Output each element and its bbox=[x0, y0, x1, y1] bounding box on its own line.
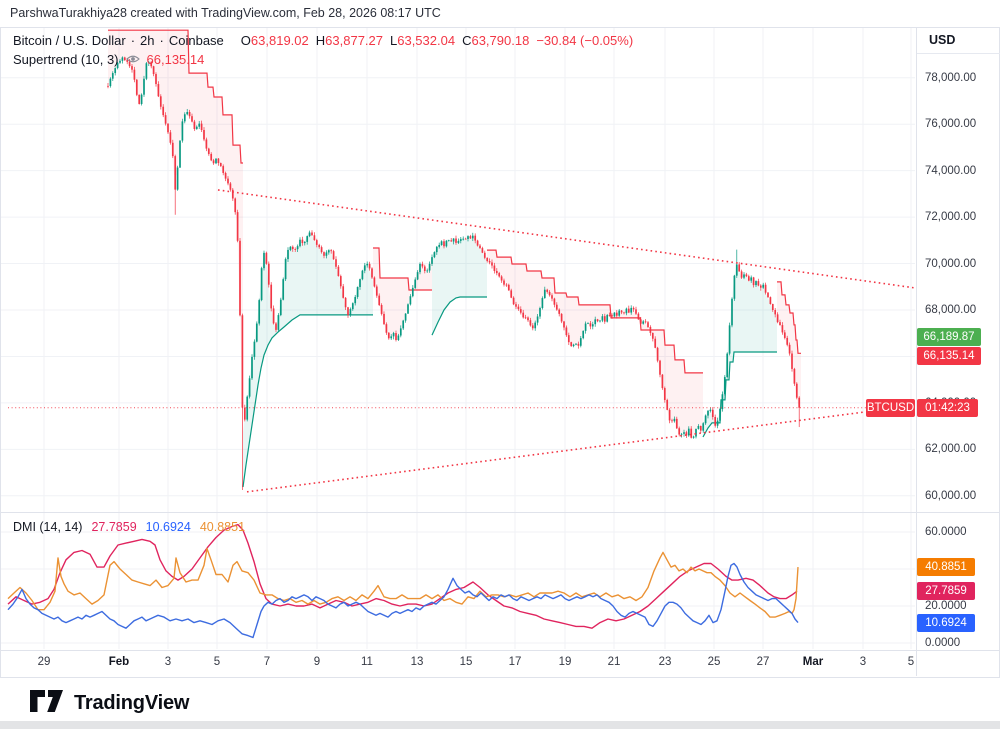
price-axis[interactable] bbox=[916, 27, 1000, 676]
price-tick-label: 60,000.00 bbox=[925, 489, 977, 502]
price-tick-label: 74,000.00 bbox=[925, 164, 977, 177]
attribution: ParshwaTurakhiya28 created with TradingV… bbox=[10, 6, 441, 20]
price-tick-label: 78,000.00 bbox=[925, 71, 977, 84]
time-tick-label: 27 bbox=[756, 656, 770, 668]
separator-dot: · bbox=[159, 33, 164, 48]
time-axis-divider bbox=[0, 650, 1000, 651]
time-tick-label: 5 bbox=[213, 656, 221, 668]
time-tick-label: 3 bbox=[859, 656, 867, 668]
dmi-value-badge: 10.6924 bbox=[917, 613, 975, 632]
supertrend-price-badge: 66,189.87 bbox=[917, 328, 981, 347]
dmi-legend-value: 40.8851 bbox=[199, 519, 246, 534]
time-tick-label: 21 bbox=[607, 656, 621, 668]
ohlc-value: 63,532.04 bbox=[397, 33, 456, 48]
time-tick-label: 11 bbox=[361, 656, 373, 668]
price-tick-label: 62,000.00 bbox=[925, 443, 977, 456]
symbol-title[interactable]: Bitcoin / U.S. Dollar bbox=[13, 33, 126, 48]
ohlc-label: L bbox=[390, 33, 398, 48]
price-tick-label: 76,000.00 bbox=[925, 118, 977, 131]
dmi-legend-value: 10.6924 bbox=[145, 519, 191, 534]
time-tick-label: 25 bbox=[707, 656, 721, 668]
dmi-tick-label: 0.0000 bbox=[925, 637, 961, 649]
separator-dot: · bbox=[130, 33, 136, 48]
time-tick-label: 9 bbox=[313, 656, 321, 668]
dmi-values: 27.7859 10.6924 40.8851 bbox=[91, 520, 245, 534]
time-tick-label: Feb bbox=[108, 656, 130, 668]
exchange-label: Coinbase bbox=[168, 33, 224, 48]
footer: TradingView bbox=[30, 690, 189, 717]
ohlc-value: 63,877.27 bbox=[325, 33, 383, 48]
dmi-value-badge: 40.8851 bbox=[917, 557, 975, 576]
visibility-eye-icon[interactable] bbox=[125, 52, 140, 67]
tradingview-wordmark[interactable]: TradingView bbox=[74, 692, 190, 714]
axis-divider bbox=[917, 53, 1000, 54]
time-tick-label: 3 bbox=[164, 656, 172, 668]
bar-countdown-badge: 01:42:23 bbox=[917, 398, 978, 417]
window-edge bbox=[0, 721, 1000, 729]
ohlc-label: O bbox=[240, 33, 251, 48]
currency-label[interactable]: USD bbox=[929, 33, 956, 47]
tradingview-logo-icon[interactable] bbox=[30, 690, 64, 717]
ohlc-values: O 63,819.02 H 63,877.27 L 63,532.04 C 63,790.18 bbox=[234, 33, 530, 48]
time-tick-label: Mar bbox=[802, 656, 824, 668]
indicator-value: 66,135.14 bbox=[146, 52, 205, 67]
dmi-legend-value: 27.7859 bbox=[91, 519, 137, 534]
time-tick-label: 19 bbox=[558, 656, 572, 668]
time-tick-label: 7 bbox=[263, 656, 271, 668]
price-tick-label: 68,000.00 bbox=[925, 304, 977, 316]
time-tick-label: 15 bbox=[459, 656, 473, 668]
ohlc-value: 63,790.18 bbox=[471, 33, 530, 48]
time-tick-label: 29 bbox=[37, 656, 51, 668]
dmi-title[interactable]: DMI (14, 14) bbox=[13, 519, 83, 534]
time-tick-label: 13 bbox=[410, 656, 424, 668]
price-tick-label: 72,000.00 bbox=[925, 211, 977, 224]
dmi-legend: DMI (14, 14) 27.7859 10.6924 40.8851 bbox=[13, 517, 245, 536]
ohlc-value: 63,819.02 bbox=[250, 33, 309, 48]
supertrend-price-badge: 66,135.14 bbox=[917, 347, 981, 366]
indicator-title[interactable]: Supertrend (10, 3) bbox=[13, 52, 119, 67]
time-tick-label: 17 bbox=[508, 656, 522, 668]
pane-divider[interactable] bbox=[0, 512, 1000, 513]
dmi-tick-label: 60.0000 bbox=[925, 526, 967, 538]
ohlc-label: C bbox=[462, 33, 472, 48]
dmi-tick-label: 20.0000 bbox=[925, 600, 967, 612]
change-value: −30.84 (−0.05%) bbox=[536, 33, 634, 48]
time-tick-label: 23 bbox=[658, 656, 672, 668]
ohlc-label: H bbox=[315, 33, 326, 48]
symbol-badge: BTCUSD bbox=[866, 398, 915, 417]
dmi-value-badge: 27.7859 bbox=[917, 582, 975, 601]
interval-label[interactable]: 2h bbox=[140, 33, 155, 48]
time-tick-label: 5 bbox=[907, 656, 915, 668]
price-tick-label: 70,000.00 bbox=[925, 257, 977, 270]
